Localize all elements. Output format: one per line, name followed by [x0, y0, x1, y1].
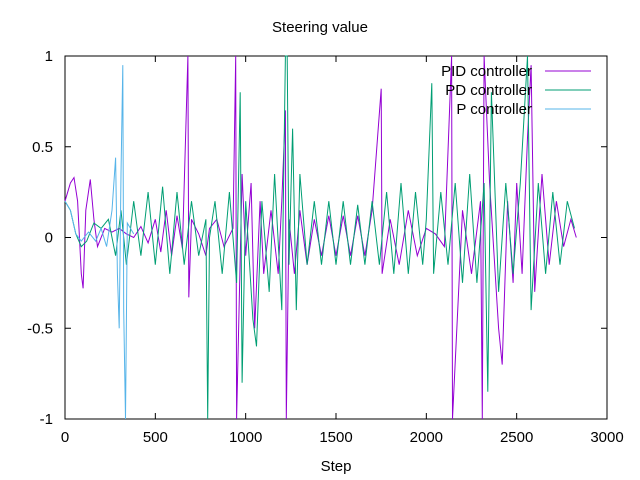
x-tick-label: 2000 — [410, 429, 443, 446]
legend: PID controller PD controller P controller — [441, 63, 591, 118]
x-axis-label: Step — [321, 458, 352, 475]
legend-label-3: P controller — [456, 101, 532, 118]
y-tick-label: -1 — [40, 411, 53, 428]
series-line-3 — [64, 65, 135, 420]
series-line-2 — [64, 55, 575, 420]
chart-title: Steering value — [272, 19, 368, 36]
x-axis: 0 500 1000 1500 2000 2500 3000 — [61, 56, 624, 446]
x-tick-label: 0 — [61, 429, 69, 446]
x-tick-label: 500 — [143, 429, 168, 446]
x-tick-label: 1000 — [229, 429, 262, 446]
series-layer — [64, 55, 577, 420]
y-tick-label: 1 — [45, 48, 53, 65]
y-axis: -1 -0.5 0 0.5 1 — [27, 48, 607, 428]
x-tick-label: 3000 — [590, 429, 623, 446]
x-tick-label: 2500 — [500, 429, 533, 446]
legend-label-1: PID controller — [441, 63, 532, 80]
x-tick-label: 1500 — [319, 429, 352, 446]
y-tick-label: 0 — [45, 230, 53, 247]
y-tick-label: 0.5 — [32, 139, 53, 156]
series-line-1 — [64, 55, 577, 420]
legend-label-2: PD controller — [445, 82, 532, 99]
y-tick-label: -0.5 — [27, 320, 53, 337]
